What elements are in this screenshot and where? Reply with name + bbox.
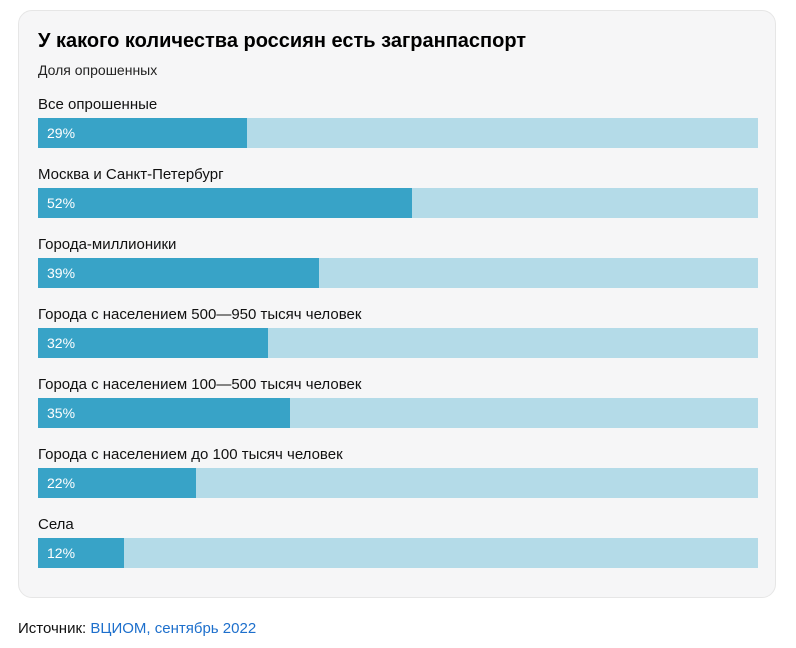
bar-track: 22% [38,468,758,498]
bar-row: Москва и Санкт-Петербург 52% [38,166,758,222]
bar-track: 52% [38,188,758,218]
bar [38,328,269,358]
value-label: 22% [47,475,76,491]
chart-card [18,10,776,598]
bar-row: Города-миллионики 39% [38,236,758,292]
value-label: 12% [47,545,76,561]
category-label: Села [38,516,74,533]
chart-subtitle: Доля опрошенных [38,62,158,78]
bar [38,188,413,218]
category-label: Города с населением 500—950 тысяч челове… [38,306,362,323]
category-label: Города с населением 100—500 тысяч челове… [38,376,362,393]
value-label: 29% [47,125,76,141]
bar-track: 12% [38,538,758,568]
bar-track: 35% [38,398,758,428]
category-label: Москва и Санкт-Петербург [38,166,224,183]
source-label: Источник: [18,620,87,637]
bar [38,258,319,288]
value-label: 52% [47,195,76,211]
bar [38,118,247,148]
bar-track: 29% [38,118,758,148]
value-label: 35% [47,405,76,421]
bar [38,398,290,428]
bar-track: 39% [38,258,758,288]
bar-row: Города с населением 500—950 тысяч челове… [38,306,758,362]
value-label: 39% [47,265,76,281]
bar-row: Города с населением 100—500 тысяч челове… [38,376,758,432]
category-label: Все опрошенные [38,96,158,113]
category-label: Города-миллионики [38,236,177,253]
bar-track: 32% [38,328,758,358]
bar-row: Все опрошенные 29% [38,96,758,152]
value-label: 32% [47,335,76,351]
bar-row: Села 12% [38,516,758,572]
source-line: Источник: ВЦИОМ, сентябрь 2022 [18,620,256,637]
bar [38,538,125,568]
bar [38,468,197,498]
category-label: Города с населением до 100 тысяч человек [38,446,343,463]
bar-row: Города с населением до 100 тысяч человек… [38,446,758,502]
chart-title: У какого количества россиян есть загранп… [38,30,527,52]
source-link[interactable]: ВЦИОМ, сентябрь 2022 [90,620,257,637]
